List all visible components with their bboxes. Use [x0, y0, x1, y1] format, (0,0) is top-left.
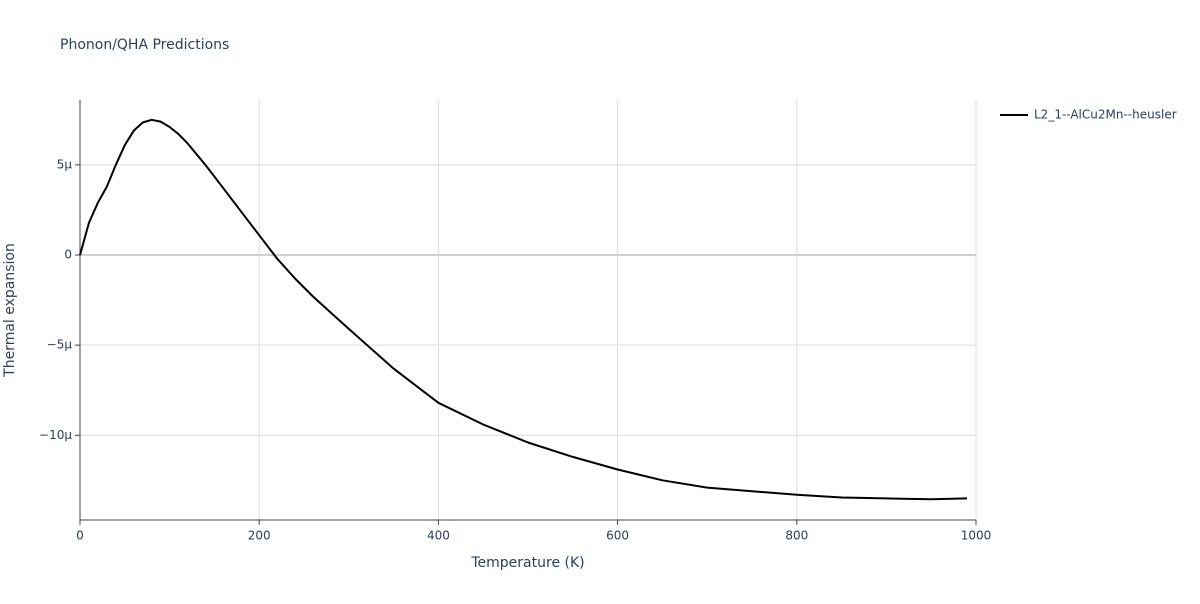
y-tick-label: 0 — [64, 248, 72, 262]
y-tick-label: 5μ — [57, 157, 73, 171]
chart-title: Phonon/QHA Predictions — [60, 37, 229, 53]
y-axis-title: Thermal expansion — [2, 243, 18, 378]
x-tick-label: 0 — [76, 529, 84, 543]
legend-label: L2_1--AlCu2Mn--heusler — [1034, 108, 1177, 122]
x-axis-title: Temperature (K) — [470, 555, 584, 571]
x-tick-label: 400 — [427, 529, 450, 543]
x-tick-label: 200 — [248, 529, 271, 543]
y-tick-label: −5μ — [47, 338, 73, 352]
x-tick-label: 600 — [606, 529, 629, 543]
data-line — [79, 118, 968, 501]
y-tick-label: −10μ — [39, 428, 72, 442]
x-tick-label: 1000 — [961, 529, 992, 543]
x-tick-label: 800 — [785, 529, 808, 543]
